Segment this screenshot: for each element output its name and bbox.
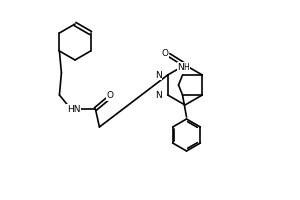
Text: N: N	[155, 90, 162, 99]
Text: N: N	[155, 71, 162, 79]
Text: O: O	[161, 48, 169, 58]
Text: N: N	[177, 62, 184, 72]
Text: H: H	[184, 62, 189, 72]
Text: HN: HN	[67, 104, 80, 114]
Text: O: O	[107, 92, 114, 100]
